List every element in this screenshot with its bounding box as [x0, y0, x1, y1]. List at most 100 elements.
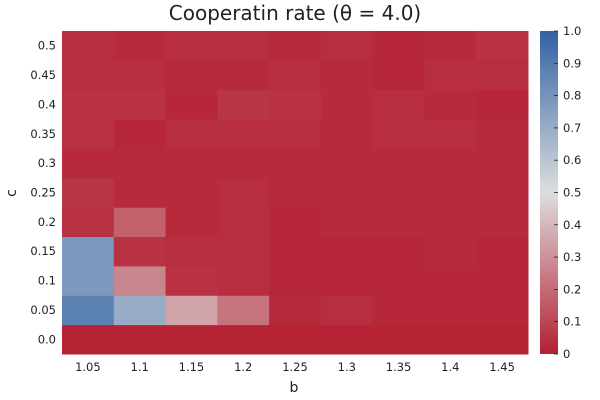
- heatmap-cell: [217, 236, 270, 267]
- heatmap-cell: [113, 119, 167, 149]
- y-tick-label: 0.2: [38, 215, 56, 229]
- x-tick-label: 1.35: [386, 360, 412, 374]
- heatmap-cell: [165, 119, 218, 149]
- heatmap-cell: [62, 177, 115, 208]
- y-tick-label: 0.05: [30, 303, 56, 317]
- colorbar-tick-label: 0.2: [563, 282, 581, 296]
- heatmap-cell: [320, 265, 374, 296]
- y-tick-label: 0.15: [30, 244, 56, 258]
- heatmap-cell: [113, 177, 167, 208]
- colorbar-tick-label: 0.9: [563, 56, 581, 70]
- heatmap-cell: [269, 177, 322, 208]
- heatmap-cell: [62, 119, 115, 149]
- heatmap-cell: [62, 324, 115, 355]
- heatmap-cell: [217, 177, 270, 208]
- colorbar-tick-label: 0.3: [563, 250, 581, 264]
- heatmap-cell: [113, 265, 167, 296]
- y-tick-label: 0.45: [30, 68, 56, 82]
- heatmap-cell: [372, 324, 425, 355]
- heatmap-cell: [217, 148, 270, 179]
- heatmap-cell: [424, 31, 477, 61]
- y-tick-label: 0.5: [38, 39, 56, 53]
- heatmap-cell: [424, 148, 477, 179]
- heatmap-cell: [320, 31, 374, 61]
- chart-title: Cooperatin rate (θ = 4.0): [169, 1, 421, 25]
- x-tick-label: 1.15: [179, 360, 205, 374]
- y-tick-label: 0.3: [38, 156, 56, 170]
- heatmap-cell: [113, 148, 167, 179]
- heatmap-cell: [372, 236, 425, 267]
- heatmap-cell: [476, 236, 529, 267]
- heatmap-cell: [269, 89, 322, 120]
- y-axis-ticks: 0.0 0.05 0.1 0.15 0.2 0.25 0.3 0.35 0.4 0.45 0.5: [30, 39, 56, 347]
- heatmap-cells: [62, 31, 529, 355]
- colorbar-tick-label: 0.6: [563, 153, 581, 167]
- heatmap-cell: [113, 89, 167, 120]
- heatmap-cell: [476, 207, 529, 238]
- x-tick-label: 1.05: [75, 360, 101, 374]
- heatmap-cell: [476, 177, 529, 208]
- heatmap-cell: [320, 89, 374, 120]
- y-tick-label: 0.0: [38, 332, 56, 346]
- heatmap-cell: [113, 324, 167, 355]
- heatmap-cell: [424, 89, 477, 120]
- heatmap-cell: [372, 31, 425, 61]
- heatmap-cell: [113, 60, 167, 91]
- heatmap-cell: [476, 265, 529, 296]
- heatmap-cell: [476, 148, 529, 179]
- heatmap-cell: [113, 236, 167, 267]
- heatmap-cell: [165, 207, 218, 238]
- heatmap-cell: [269, 60, 322, 91]
- heatmap-cell: [269, 119, 322, 149]
- heatmap-cell: [372, 295, 425, 326]
- x-tick-label: 1.25: [282, 360, 308, 374]
- heatmap-cell: [62, 295, 115, 326]
- heatmap-cell: [62, 236, 115, 267]
- heatmap-cell: [476, 60, 529, 91]
- heatmap-cell: [424, 177, 477, 208]
- colorbar-tick-label: 0.5: [563, 186, 581, 200]
- x-tick-label: 1.45: [489, 360, 515, 374]
- heatmap-cell: [217, 31, 270, 61]
- heatmap-cell: [165, 324, 218, 355]
- heatmap-cell: [320, 60, 374, 91]
- heatmap-cell: [424, 60, 477, 91]
- heatmap-cell: [372, 207, 425, 238]
- heatmap-cell: [62, 60, 115, 91]
- colorbar-tick-label: 0.1: [563, 315, 581, 329]
- heatmap-cell: [217, 295, 270, 326]
- heatmap-cell: [320, 119, 374, 149]
- heatmap-cell: [165, 236, 218, 267]
- heatmap-cell: [62, 148, 115, 179]
- heatmap-cell: [372, 265, 425, 296]
- heatmap-cell: [372, 119, 425, 149]
- colorbar-tick-label: 0.4: [563, 218, 581, 232]
- colorbar-tick-label: 0.7: [563, 121, 581, 135]
- y-tick-label: 0.25: [30, 186, 56, 200]
- colorbar-tick-label: 0: [563, 347, 570, 361]
- heatmap-cell: [113, 31, 167, 61]
- heatmap-cell: [217, 119, 270, 149]
- heatmap-cell: [476, 89, 529, 120]
- heatmap-cell: [476, 31, 529, 61]
- heatmap-cell: [424, 207, 477, 238]
- heatmap-cell: [320, 295, 374, 326]
- heatmap-cell: [320, 324, 374, 355]
- heatmap-cell: [372, 177, 425, 208]
- y-tick-label: 0.1: [38, 274, 56, 288]
- heatmap-cell: [424, 324, 477, 355]
- heatmap-cell: [62, 89, 115, 120]
- heatmap-cell: [62, 31, 115, 61]
- heatmap-cell: [424, 265, 477, 296]
- heatmap-cell: [113, 207, 167, 238]
- heatmap-cell: [424, 295, 477, 326]
- x-axis-ticks: 1.05 1.1 1.15 1.2 1.25 1.3 1.35 1.4 1.45: [75, 360, 515, 374]
- heatmap-cell: [320, 207, 374, 238]
- heatmap-cell: [217, 89, 270, 120]
- heatmap-cell: [372, 148, 425, 179]
- heatmap-cell: [269, 324, 322, 355]
- heatmap-cell: [165, 89, 218, 120]
- heatmap-cell: [217, 324, 270, 355]
